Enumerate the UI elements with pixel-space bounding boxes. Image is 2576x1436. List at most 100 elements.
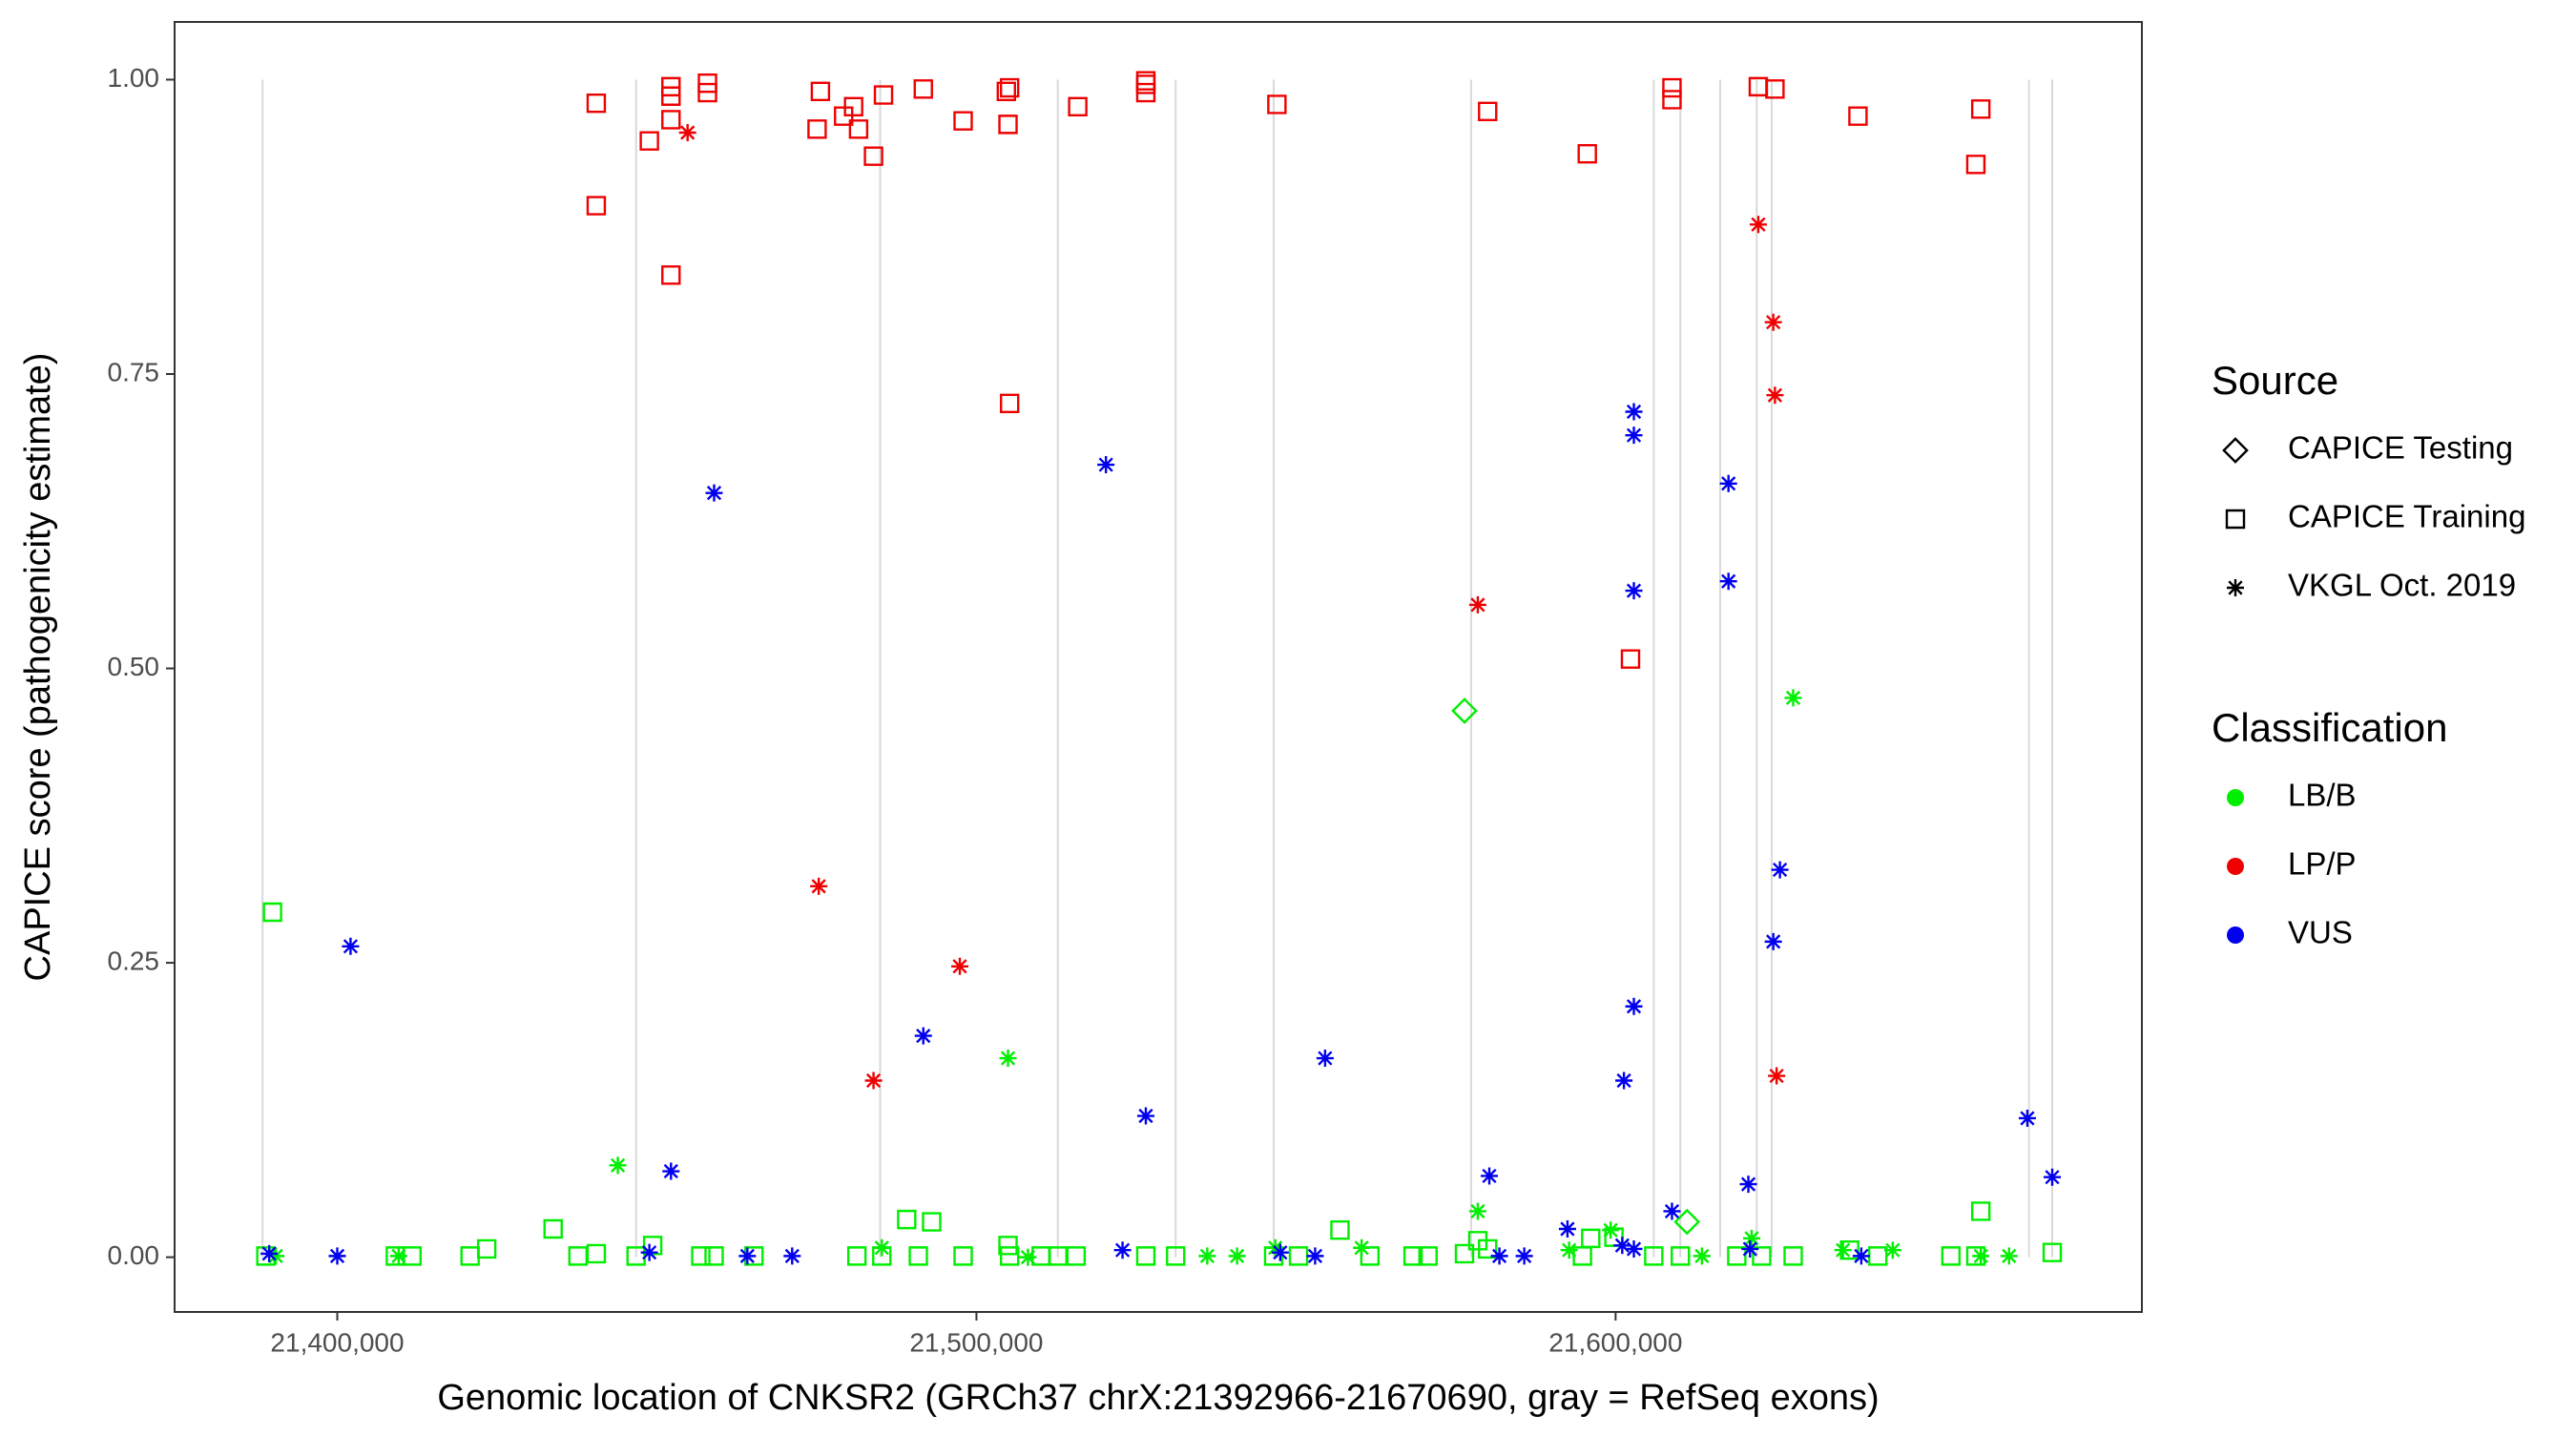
point xyxy=(1784,689,1802,707)
point xyxy=(1490,1247,1508,1265)
point xyxy=(1468,1202,1486,1220)
point xyxy=(1306,1247,1324,1265)
point xyxy=(697,82,717,103)
point xyxy=(1764,932,1782,950)
y-tick-label: 0.75 xyxy=(108,357,160,386)
legend-title: Source xyxy=(2212,358,2338,403)
point xyxy=(1673,1208,1701,1236)
point xyxy=(1135,1246,1156,1266)
y-tick-label: 1.00 xyxy=(108,63,160,93)
point xyxy=(1834,1241,1852,1259)
legend-title: Classification xyxy=(2212,705,2447,750)
legend-key xyxy=(2227,858,2244,875)
point xyxy=(586,93,607,114)
point xyxy=(661,110,681,130)
point xyxy=(543,1218,563,1239)
point xyxy=(998,114,1018,135)
point xyxy=(1644,1246,1664,1266)
point xyxy=(1625,427,1643,445)
point xyxy=(996,81,1016,102)
point xyxy=(1478,101,1498,121)
legend-key xyxy=(2227,789,2244,806)
point xyxy=(1515,1247,1533,1265)
point xyxy=(922,1212,942,1232)
point xyxy=(953,111,973,131)
point xyxy=(1228,1247,1246,1265)
point xyxy=(1693,1247,1711,1265)
point xyxy=(1558,1219,1576,1238)
point xyxy=(1480,1167,1498,1185)
point xyxy=(1965,155,1986,175)
point xyxy=(1965,1246,1986,1266)
point xyxy=(1136,1107,1154,1125)
point xyxy=(1288,1246,1309,1266)
x-tick-label: 21,600,000 xyxy=(1548,1327,1682,1357)
point xyxy=(897,1209,917,1230)
point xyxy=(1741,1239,1759,1258)
point xyxy=(738,1247,757,1265)
legend-key xyxy=(2225,509,2246,530)
point xyxy=(1752,1246,1772,1266)
legend-label: VUS xyxy=(2288,915,2353,950)
point xyxy=(1970,1201,1991,1221)
point xyxy=(1019,1248,1037,1266)
point xyxy=(661,265,681,285)
point xyxy=(1727,1246,1747,1266)
point xyxy=(873,85,894,105)
point xyxy=(1330,1220,1350,1240)
point xyxy=(1000,1246,1020,1266)
point xyxy=(678,124,696,142)
point xyxy=(1765,79,1785,99)
point xyxy=(1581,1228,1601,1249)
point xyxy=(2000,1247,2018,1265)
point xyxy=(1883,1241,1901,1259)
legend-key xyxy=(2227,579,2244,596)
point xyxy=(1613,1237,1631,1255)
y-tick-label: 0.25 xyxy=(108,946,160,975)
point xyxy=(568,1246,588,1266)
point xyxy=(1031,1246,1051,1266)
point xyxy=(402,1246,423,1266)
point xyxy=(1468,595,1486,614)
point xyxy=(704,1246,724,1266)
legend-label: CAPICE Training xyxy=(2288,499,2525,534)
point xyxy=(640,1243,658,1261)
legend-label: CAPICE Testing xyxy=(2288,430,2513,466)
point xyxy=(1671,1246,1691,1266)
point xyxy=(1625,582,1643,600)
point xyxy=(262,902,282,923)
point xyxy=(586,196,607,216)
y-tick-label: 0.50 xyxy=(108,652,160,681)
point xyxy=(1620,649,1641,669)
point xyxy=(908,1246,928,1266)
point xyxy=(2018,1109,2036,1127)
point xyxy=(834,106,854,126)
point xyxy=(1615,1072,1633,1090)
point xyxy=(1868,1246,1888,1266)
point xyxy=(661,86,681,106)
point xyxy=(913,79,933,99)
point xyxy=(1625,997,1643,1015)
point xyxy=(999,1050,1017,1068)
point xyxy=(864,1072,883,1090)
point xyxy=(1625,403,1643,421)
point xyxy=(1198,1247,1216,1265)
point xyxy=(1739,1176,1757,1194)
point xyxy=(1783,1246,1803,1266)
y-axis-title: CAPICE score (pathogenicity estimate) xyxy=(18,353,58,982)
point xyxy=(1719,474,1737,492)
point xyxy=(1166,1246,1186,1266)
point xyxy=(1267,94,1287,114)
point xyxy=(1000,393,1020,414)
point xyxy=(342,937,360,955)
point xyxy=(1066,1246,1087,1266)
point xyxy=(914,1027,932,1045)
point xyxy=(1135,82,1156,103)
point xyxy=(1970,99,1991,119)
point xyxy=(705,484,723,502)
point xyxy=(1135,71,1156,91)
point xyxy=(848,119,869,139)
point xyxy=(1454,1243,1475,1264)
point xyxy=(609,1156,627,1175)
legend-label: LP/P xyxy=(2288,846,2357,882)
